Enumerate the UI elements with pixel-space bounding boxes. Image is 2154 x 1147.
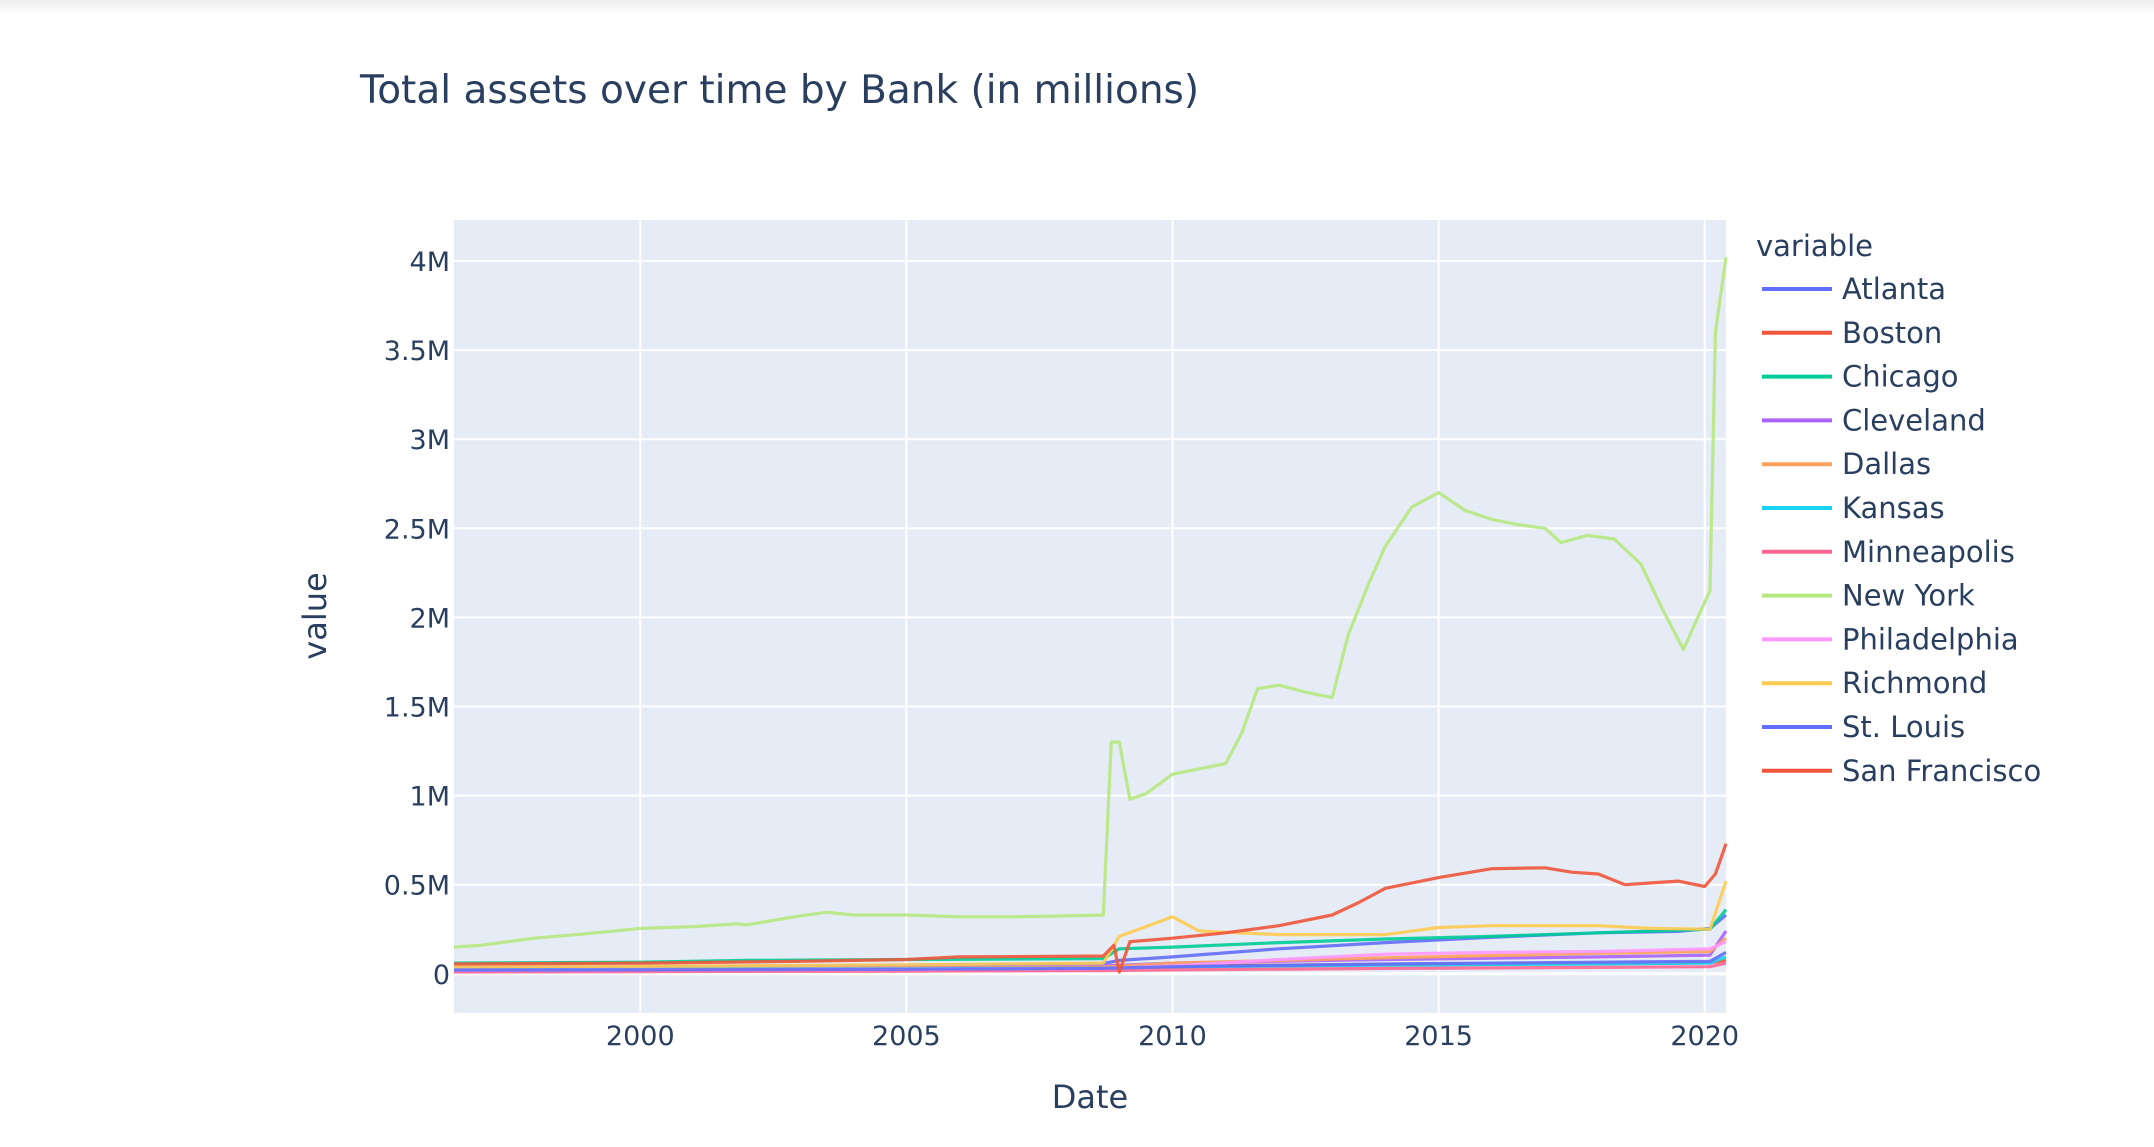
- legend-item-st-louis[interactable]: St. Louis: [1762, 710, 1965, 744]
- y-tick-label: 0: [433, 960, 450, 991]
- x-tick-label: 2020: [1670, 1021, 1739, 1052]
- x-tick-label: 2005: [872, 1021, 941, 1052]
- legend-item-atlanta[interactable]: Atlanta: [1762, 272, 1946, 306]
- legend-title: variable: [1756, 229, 1873, 263]
- legend-label: St. Louis: [1842, 710, 1965, 744]
- x-tick-label: 2015: [1404, 1021, 1473, 1052]
- y-axis-title: value: [296, 572, 334, 659]
- y-axis: 0 0.5M 1M 1.5M 2M 2.5M 3M 3.5M 4M: [384, 247, 450, 991]
- y-tick-label: 3M: [410, 425, 450, 456]
- x-tick-label: 2000: [606, 1021, 675, 1052]
- y-tick-label: 4M: [410, 247, 450, 278]
- series-line-new-york[interactable]: [453, 257, 1728, 949]
- legend-label: Atlanta: [1842, 272, 1946, 306]
- legend-item-minneapolis[interactable]: Minneapolis: [1762, 535, 2015, 569]
- legend-label: Philadelphia: [1842, 622, 2019, 656]
- legend: variable Atlanta Boston Chicago Cleveland Da…: [1756, 229, 2041, 788]
- legend-item-san-francisco[interactable]: San Francisco: [1762, 754, 2041, 788]
- legend-label: San Francisco: [1842, 754, 2041, 788]
- x-axis-title: Date: [1052, 1078, 1128, 1116]
- legend-label: Cleveland: [1842, 403, 1986, 437]
- series-line-richmond[interactable]: [453, 880, 1728, 969]
- series-line-st-louis[interactable]: [453, 951, 1727, 972]
- legend-label: Kansas: [1842, 491, 1945, 525]
- grid-lines: [454, 220, 1726, 1013]
- x-tick-label: 2010: [1138, 1021, 1207, 1052]
- legend-item-chicago[interactable]: Chicago: [1762, 360, 1959, 394]
- legend-item-boston[interactable]: Boston: [1762, 316, 1942, 350]
- legend-label: Chicago: [1842, 360, 1959, 394]
- y-tick-label: 3.5M: [384, 336, 450, 367]
- legend-item-new-york[interactable]: New York: [1762, 579, 1975, 613]
- legend-label: New York: [1842, 579, 1975, 613]
- y-tick-label: 2M: [410, 603, 450, 634]
- x-axis: 2000 2005 2010 2015 2020: [606, 1021, 1739, 1052]
- legend-item-kansas[interactable]: Kansas: [1762, 491, 1945, 525]
- series-line-san-francisco[interactable]: [453, 843, 1728, 974]
- series-line-minneapolis[interactable]: [453, 961, 1727, 974]
- legend-item-philadelphia[interactable]: Philadelphia: [1762, 622, 2019, 656]
- y-tick-label: 1.5M: [384, 692, 450, 723]
- legend-label: Richmond: [1842, 666, 1987, 700]
- y-tick-label: 1M: [410, 782, 450, 813]
- y-tick-label: 2.5M: [384, 514, 450, 545]
- legend-item-richmond[interactable]: Richmond: [1762, 666, 1987, 700]
- top-shadow-bar: [0, 0, 2154, 14]
- chart-title: Total assets over time by Bank (in milli…: [359, 68, 1199, 113]
- series-lines: [453, 257, 1728, 974]
- legend-label: Dallas: [1842, 447, 1931, 481]
- y-tick-label: 0.5M: [384, 871, 450, 902]
- legend-label: Boston: [1842, 316, 1942, 350]
- legend-item-cleveland[interactable]: Cleveland: [1762, 403, 1986, 437]
- legend-item-dallas[interactable]: Dallas: [1762, 447, 1931, 481]
- legend-label: Minneapolis: [1842, 535, 2015, 569]
